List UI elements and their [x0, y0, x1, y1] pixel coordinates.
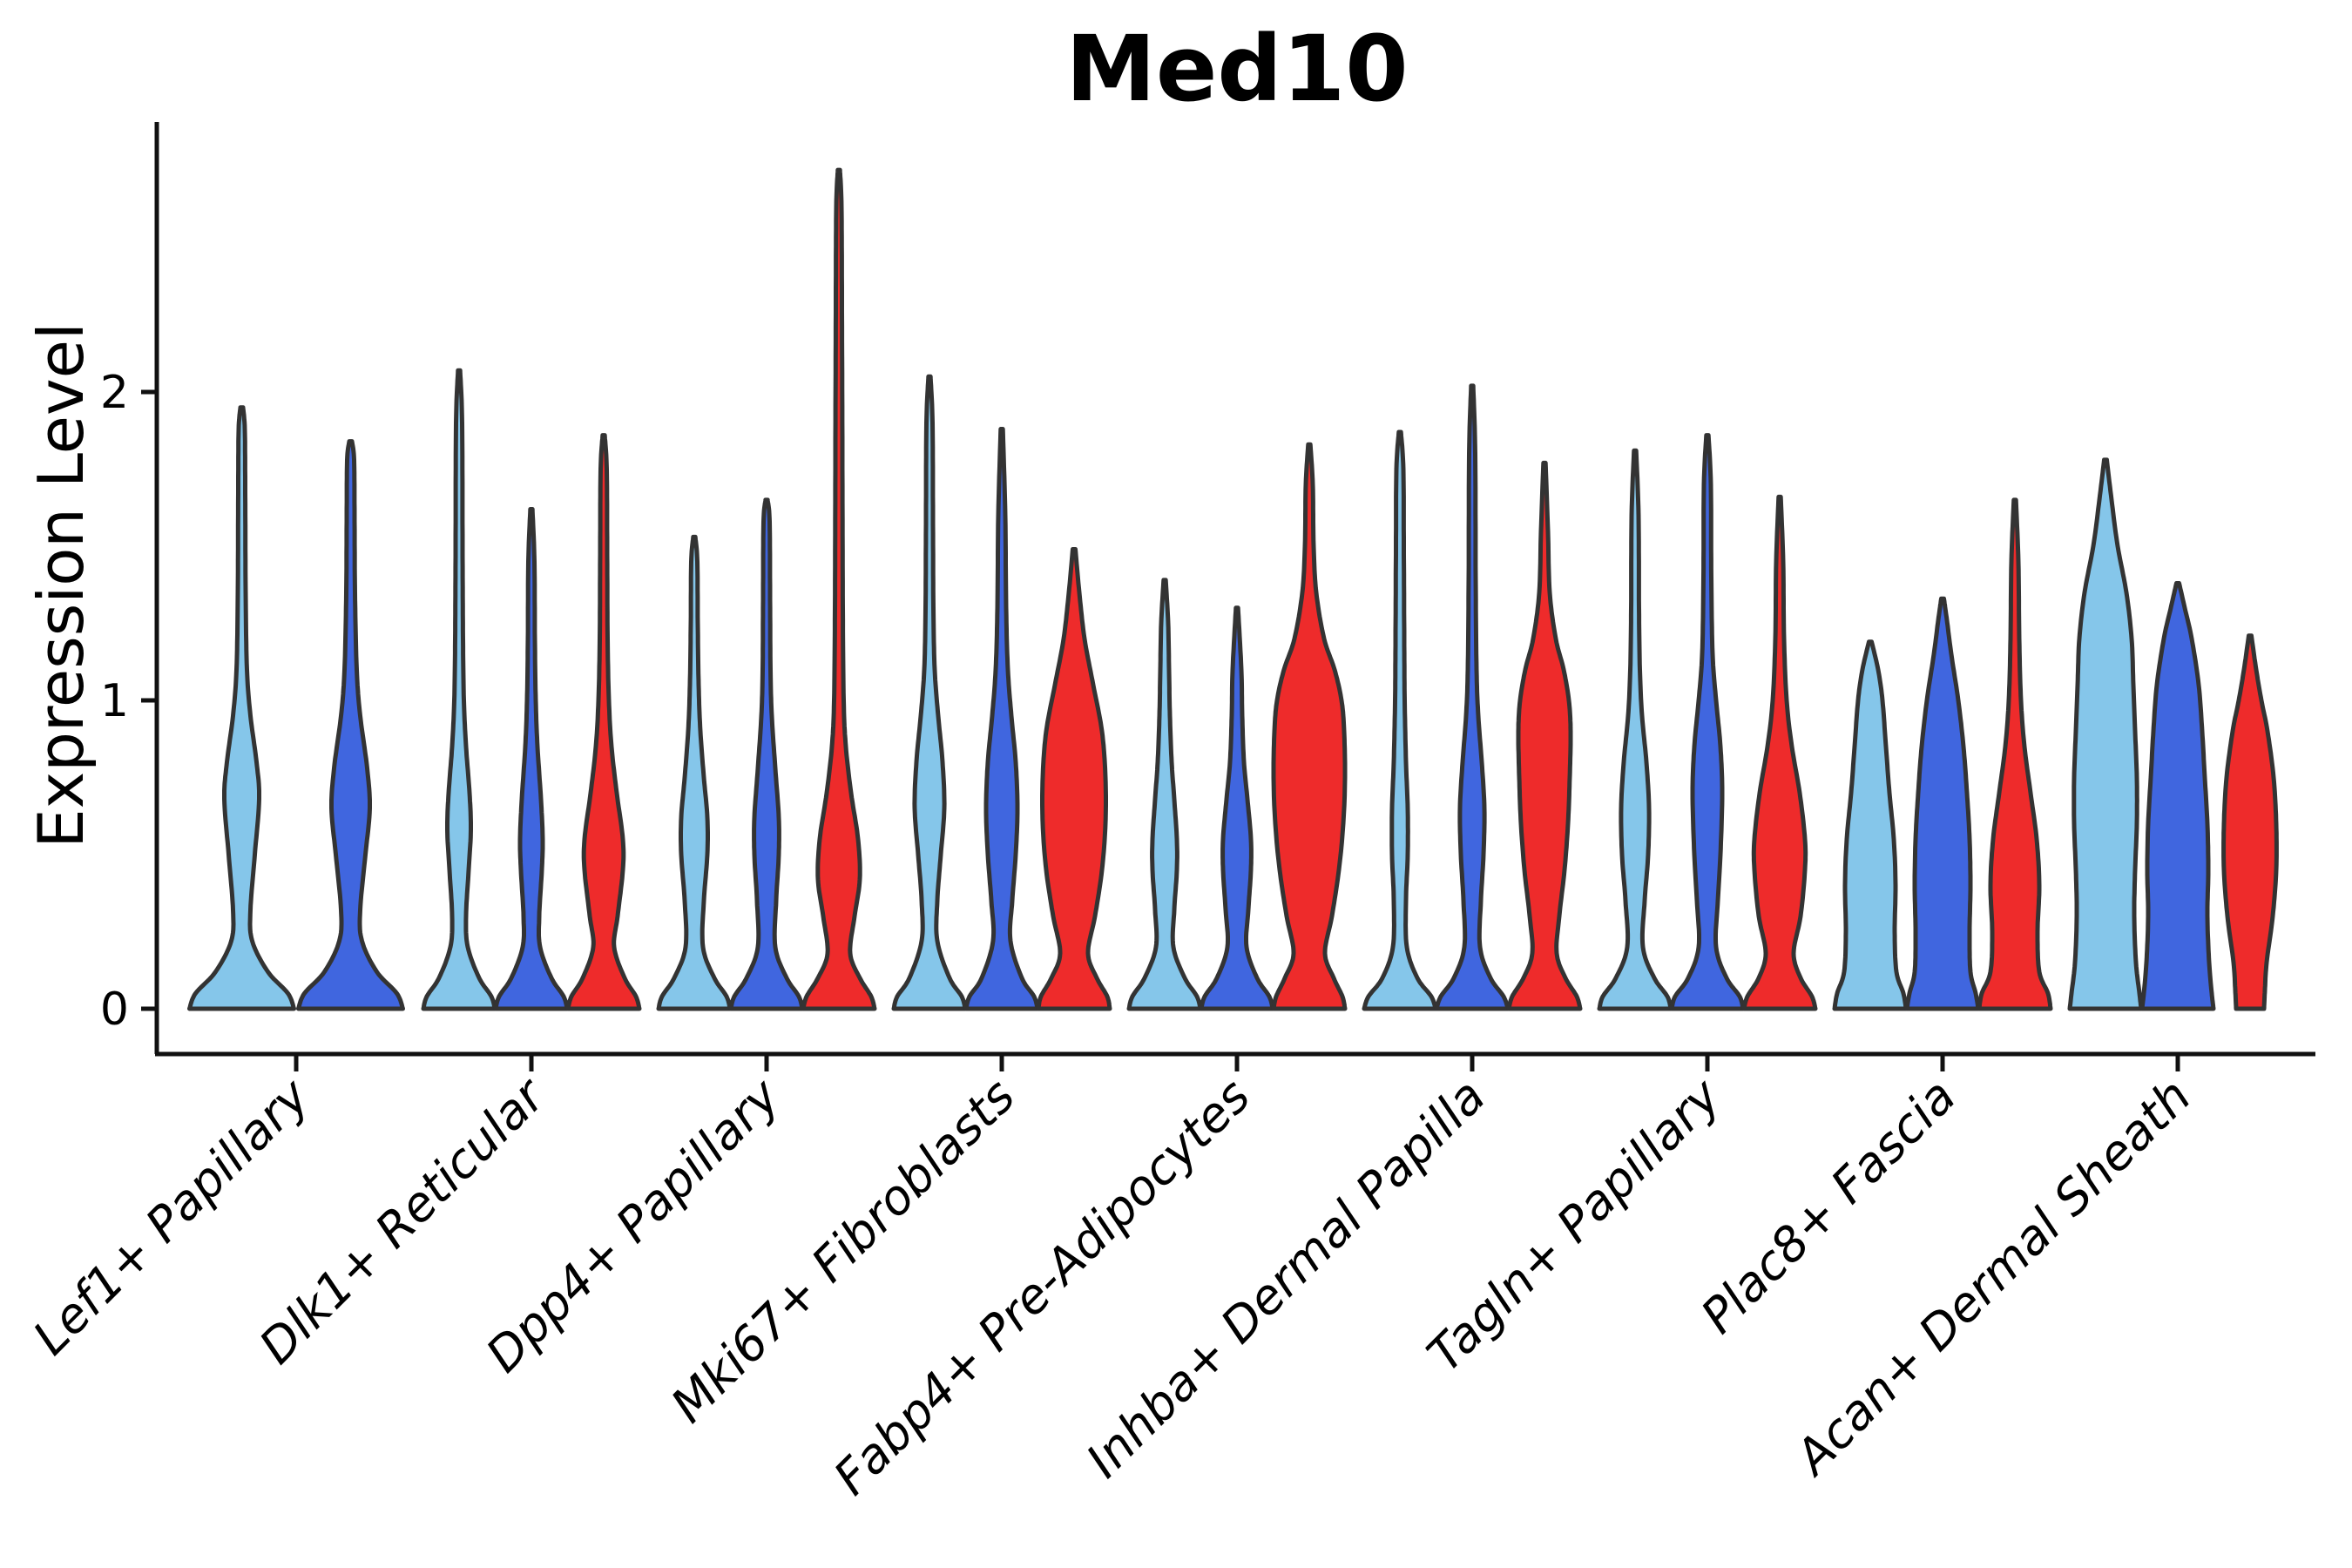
violin-inhba-dermal-papilla-red	[1506, 460, 1583, 1011]
violin-lef1-papillary-royalblue	[296, 439, 405, 1011]
violin-plac8-fascia-lightblue	[1832, 639, 1909, 1011]
y-tick-label: 1	[100, 675, 129, 727]
violin-fabp4-pre-adipocytes-royalblue	[1199, 605, 1275, 1011]
violin-dlk1-reticular-red	[565, 433, 642, 1011]
violin-dpp4-papillary-lightblue	[656, 534, 733, 1011]
x-tick-label: Fabp4+ Pre-Adipocytes	[823, 1068, 1260, 1505]
violin-dlk1-reticular-lightblue	[421, 368, 497, 1011]
x-tick-label: Acan+ Dermal Sheath	[1783, 1068, 2202, 1487]
violin-mki67-fibroblasts-red	[1036, 547, 1112, 1011]
violin-mki67-fibroblasts-lightblue	[891, 374, 968, 1011]
violin-lef1-papillary-lightblue	[187, 405, 296, 1011]
violin-mki67-fibroblasts-royalblue	[963, 427, 1040, 1011]
x-tick-label: Inhba+ Dermal Papilla	[1076, 1068, 1496, 1488]
chart-title: Med10	[1065, 16, 1409, 122]
violin-acan-dermal-sheath-royalblue	[2139, 581, 2216, 1011]
violin-fabp4-pre-adipocytes-red	[1271, 442, 1348, 1011]
violin-dpp4-papillary-royalblue	[728, 497, 805, 1011]
y-tick-label: 0	[100, 983, 129, 1036]
violin-acan-dermal-sheath-lightblue	[2067, 457, 2144, 1011]
violin-inhba-dermal-papilla-lightblue	[1362, 429, 1438, 1011]
violin-plac8-fascia-red	[1977, 497, 2053, 1011]
violin-inhba-dermal-papilla-royalblue	[1434, 383, 1511, 1011]
violin-tagln-papillary-royalblue	[1669, 433, 1746, 1011]
violin-plac8-fascia-royalblue	[1904, 596, 1981, 1011]
x-tick-label: Plac8+ Fascia	[1690, 1068, 1966, 1344]
violin-fabp4-pre-adipocytes-lightblue	[1126, 578, 1203, 1011]
violin-tagln-papillary-red	[1741, 494, 1818, 1011]
violin-tagln-papillary-lightblue	[1597, 448, 1673, 1011]
violin-dlk1-reticular-royalblue	[493, 507, 570, 1011]
violin-acan-dermal-sheath-red	[2221, 633, 2279, 1011]
violin-dpp4-papillary-red	[801, 167, 877, 1011]
y-tick-label: 2	[100, 367, 129, 419]
